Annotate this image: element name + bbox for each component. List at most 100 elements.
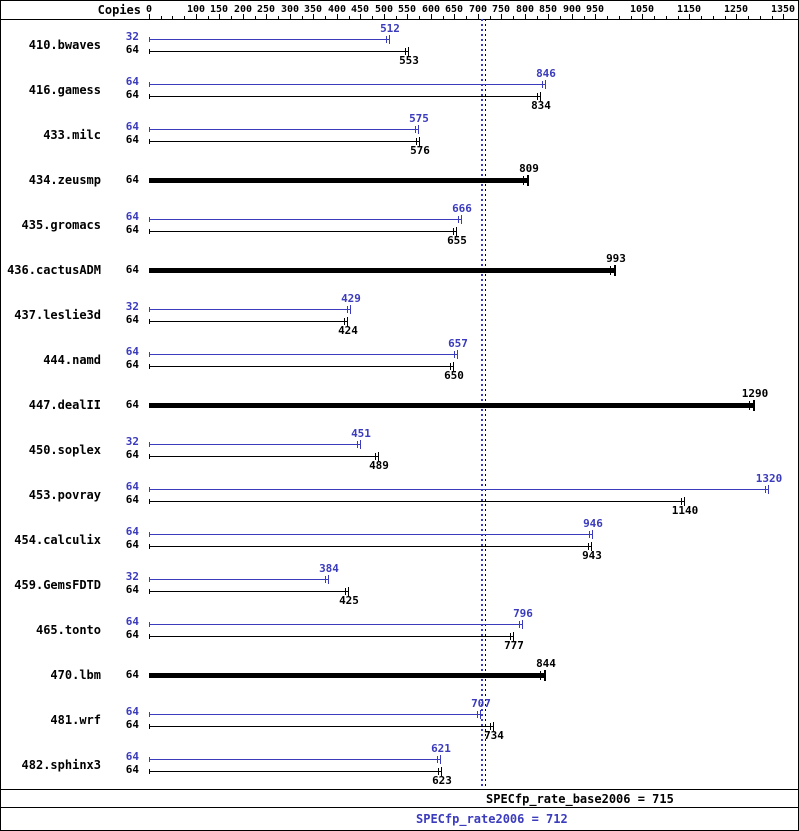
bar-start-cap [149, 217, 150, 222]
bar-end-cap [328, 575, 329, 584]
base-bar [149, 771, 442, 772]
peak-bar [149, 534, 593, 535]
bar-start-cap [149, 769, 150, 774]
bar-start-cap [149, 442, 150, 447]
axis-minor-tick [231, 16, 232, 19]
bar-end-cap [493, 722, 494, 731]
base-bar [149, 456, 379, 457]
bar-end-cap [457, 350, 458, 359]
bar-start-cap [149, 724, 150, 729]
axis-tick-label: 1250 [723, 4, 749, 15]
base-value: 425 [339, 594, 359, 607]
peak-result-text: SPECfp_rate2006 = 712 [416, 812, 568, 826]
axis-tick-label: 500 [374, 4, 394, 15]
bar-end-cap [480, 710, 481, 719]
copies-axis-title: Copies [97, 3, 141, 17]
bar-start-cap [149, 94, 150, 99]
benchmark-name: 433.milc [43, 128, 101, 142]
copies-label: 64 [125, 358, 139, 371]
peak-value: 796 [513, 607, 533, 620]
axis-minor-tick [172, 16, 173, 19]
copies-label: 64 [125, 263, 139, 276]
bar-end-cap [522, 620, 523, 629]
copies-label: 64 [125, 668, 139, 681]
benchmark-name: 450.soplex [28, 443, 101, 457]
bar-end-cap [438, 768, 439, 775]
axis-minor-tick [666, 16, 667, 19]
axis-tick [407, 14, 408, 19]
bar-end-cap [765, 486, 766, 493]
axis-minor-tick [302, 16, 303, 19]
peak-value: 429 [341, 292, 361, 305]
peak-value: 512 [380, 22, 400, 35]
bar-end-cap [523, 176, 524, 185]
bar-end-cap [386, 36, 387, 43]
benchmark-name: 482.sphinx3 [21, 758, 101, 772]
base-result-text: SPECfp_rate_base2006 = 715 [486, 792, 674, 806]
axis-tick [736, 14, 737, 19]
bar-end-cap [345, 588, 346, 595]
bar-end-cap [545, 80, 546, 89]
axis-minor-tick [184, 16, 185, 19]
axis-tick-label: 650 [444, 4, 464, 15]
axis-minor-tick [772, 16, 773, 19]
axis-tick [572, 14, 573, 19]
base-value: 424 [338, 324, 358, 337]
benchmark-name: 459.GemsFDTD [14, 578, 101, 592]
copies-label: 64 [125, 718, 139, 731]
base-value: 809 [519, 162, 539, 175]
axis-minor-tick [560, 16, 561, 19]
bar-start-cap [149, 319, 150, 324]
axis-minor-tick [654, 16, 655, 19]
bar-start-cap [149, 544, 150, 549]
peak-value: 384 [319, 562, 339, 575]
bar-end-cap [456, 227, 457, 236]
copies-label: 32 [125, 435, 139, 448]
peak-bar [149, 129, 419, 130]
benchmark-name: 437.leslie3d [14, 308, 101, 322]
bar-start-cap [149, 712, 150, 717]
axis-tick-label: 350 [303, 4, 323, 15]
base-bar [149, 591, 349, 592]
base-bar [149, 96, 541, 97]
axis-tick [196, 14, 197, 19]
bar-end-cap [684, 497, 685, 506]
bar-end-cap [768, 485, 769, 494]
bar-end-cap [588, 543, 589, 550]
axis-minor-tick [713, 16, 714, 19]
copies-label: 64 [125, 313, 139, 326]
peak-value: 621 [431, 742, 451, 755]
bar-end-cap [360, 440, 361, 449]
axis-tick-label: 0 [145, 4, 153, 15]
peak-value: 657 [448, 337, 468, 350]
axis-tick [595, 14, 596, 19]
chart-bottom-line [1, 789, 798, 790]
bar-start-cap [149, 577, 150, 582]
bar-end-cap [347, 317, 348, 326]
base-bar [149, 673, 546, 678]
bar-end-cap [453, 228, 454, 235]
bar-start-cap [149, 454, 150, 459]
axis-minor-tick [490, 16, 491, 19]
axis-minor-tick [584, 16, 585, 19]
base-bar [149, 231, 457, 232]
base-value: 655 [447, 234, 467, 247]
bar-start-cap [149, 82, 150, 87]
bar-end-cap [610, 266, 611, 275]
bar-start-cap [149, 487, 150, 492]
copies-label: 64 [125, 43, 139, 56]
axis-minor-tick [372, 16, 373, 19]
peak-bar [149, 714, 481, 715]
base-bar [149, 141, 420, 142]
bar-start-cap [149, 139, 150, 144]
bar-end-cap [389, 35, 390, 44]
base-value: 834 [531, 99, 551, 112]
axis-minor-tick [619, 16, 620, 19]
copies-label: 32 [125, 30, 139, 43]
axis-tick-label: 150 [209, 4, 229, 15]
bar-end-cap [490, 723, 491, 730]
bar-end-cap [419, 137, 420, 146]
bar-end-cap [753, 400, 755, 411]
bar-end-cap [513, 632, 514, 641]
copies-label: 64 [125, 223, 139, 236]
